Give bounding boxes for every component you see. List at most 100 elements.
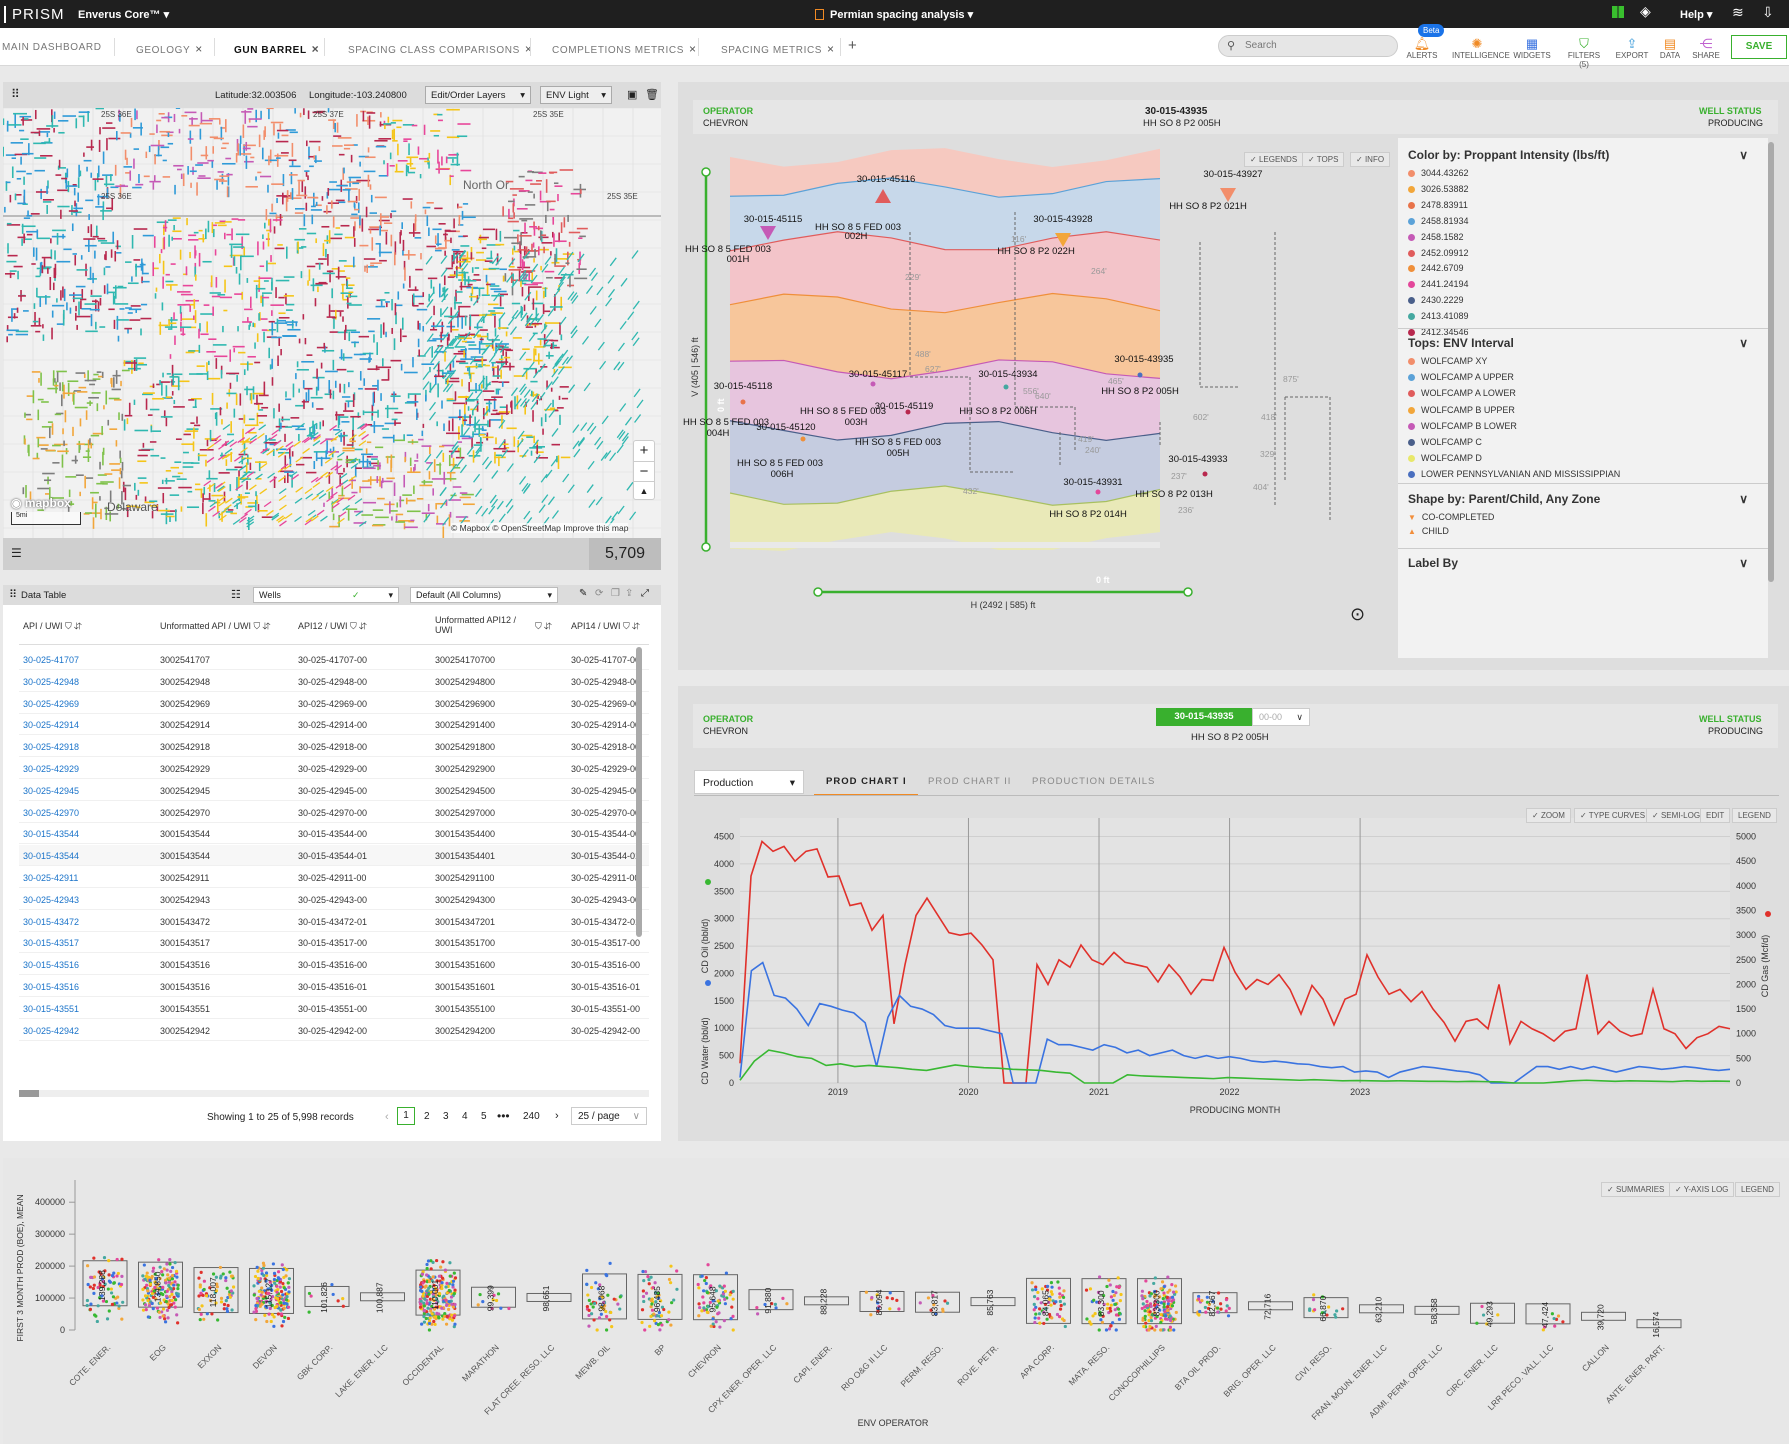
product-switcher[interactable]: Enverus Core™ ▾ bbox=[78, 9, 170, 21]
add-tab-button[interactable]: + bbox=[848, 37, 857, 54]
legend-top-item[interactable]: WOLFCAMP D bbox=[1408, 451, 1482, 465]
list-icon[interactable]: ☰ bbox=[11, 546, 22, 560]
filter-icon[interactable]: ⛉ bbox=[350, 621, 357, 631]
col-header-api-uwi[interactable]: API / UWI ⛉ ⇵ bbox=[23, 621, 83, 631]
close-icon[interactable]: × bbox=[688, 42, 697, 56]
map-style-dropdown[interactable]: ENV Light ▾ bbox=[540, 86, 612, 104]
col-header-sort-icons[interactable]: ⛉ ⇵ bbox=[535, 621, 553, 631]
legend-top-item[interactable]: WOLFCAMP A UPPER bbox=[1408, 370, 1514, 384]
box-26[interactable] bbox=[1525, 1303, 1571, 1325]
compass-icon[interactable]: ◈ bbox=[1640, 3, 1651, 19]
layers-icon[interactable]: ≋ bbox=[1732, 4, 1744, 20]
tab-main-dashboard[interactable]: MAIN DASHBOARD bbox=[2, 42, 102, 53]
box-22[interactable] bbox=[1303, 1297, 1349, 1319]
box-9[interactable] bbox=[582, 1273, 627, 1320]
search-box[interactable]: ⚲ Search bbox=[1218, 35, 1398, 57]
share-button[interactable]: ⋲ SHARE bbox=[1684, 36, 1728, 60]
table-row[interactable]: 30-025-41707 3002541707 30-025-41707-00 300… bbox=[19, 649, 649, 670]
map-attribution[interactable]: © Mapbox © OpenStreetMap Improve this ma… bbox=[451, 523, 629, 533]
table-row[interactable]: 30-015-43516 3001543516 30-015-43516-01 300… bbox=[19, 976, 649, 997]
horizontal-scrollbar[interactable] bbox=[19, 1090, 649, 1097]
table-row[interactable]: 30-025-42943 3002542943 30-025-42943-00 300… bbox=[19, 889, 649, 910]
api-link[interactable]: 30-015-43516 bbox=[23, 960, 80, 971]
tab-geology[interactable]: GEOLOGY × bbox=[136, 42, 203, 56]
box-1[interactable] bbox=[138, 1261, 183, 1308]
box-19[interactable] bbox=[1137, 1278, 1182, 1325]
page-3[interactable]: 3 bbox=[443, 1111, 449, 1122]
trash-icon[interactable]: 🗑︎ bbox=[645, 89, 659, 101]
table-row[interactable]: 30-015-43516 3001543516 30-015-43516-00 300… bbox=[19, 954, 649, 976]
page-ellipsis[interactable]: ••• bbox=[497, 1109, 510, 1123]
well-marker[interactable] bbox=[1202, 471, 1208, 477]
box-8[interactable] bbox=[526, 1292, 572, 1302]
recenter-icon[interactable]: ⊙ bbox=[1350, 604, 1366, 624]
well-marker[interactable] bbox=[1095, 489, 1101, 495]
h-axis-handle[interactable] bbox=[1183, 587, 1193, 597]
page-2[interactable]: 2 bbox=[424, 1111, 430, 1122]
legend-color-item[interactable]: 2478.83911 bbox=[1408, 198, 1468, 212]
legend-color-item[interactable]: 2412.34546 bbox=[1408, 325, 1469, 339]
table-row[interactable]: 30-025-42911 3002542911 30-025-42911-00 300… bbox=[19, 867, 649, 888]
export-button[interactable]: ⇪ EXPORT bbox=[1610, 36, 1654, 60]
table-row[interactable]: 30-025-42929 3002542929 30-025-42929-00 300… bbox=[19, 758, 649, 779]
legends-toggle[interactable]: ✓ LEGENDS bbox=[1244, 152, 1304, 167]
search-input[interactable]: Search bbox=[1245, 40, 1277, 51]
tops-toggle[interactable]: ✓ TOPS bbox=[1302, 152, 1345, 167]
legend-top-item[interactable]: WOLFCAMP C bbox=[1408, 435, 1482, 449]
box-10[interactable] bbox=[637, 1273, 683, 1320]
v-axis-handle[interactable] bbox=[701, 542, 711, 552]
drag-handle-icon[interactable]: ⠿ bbox=[9, 589, 18, 601]
api-link[interactable]: 30-025-42914 bbox=[23, 720, 80, 731]
compass-north-button[interactable]: ▲ bbox=[634, 481, 654, 499]
grid-apps-icon[interactable] bbox=[1612, 6, 1624, 18]
semi-log-toggle[interactable]: ✓ SEMI-LOG bbox=[1646, 808, 1707, 823]
label-by-title[interactable]: Label By ∨ bbox=[1408, 556, 1748, 570]
table-row[interactable]: 30-025-42969 3002542969 30-025-42969-00 300… bbox=[19, 693, 649, 714]
table-row[interactable]: 30-015-43544 3001543544 30-015-43544-01 300… bbox=[19, 845, 649, 867]
box-2[interactable] bbox=[193, 1267, 239, 1314]
data-button[interactable]: ▤ DATA bbox=[1648, 36, 1692, 60]
columns-dropdown[interactable]: Default (All Columns) ▾ bbox=[410, 587, 558, 603]
close-icon[interactable]: × bbox=[195, 42, 203, 56]
page-4[interactable]: 4 bbox=[462, 1111, 468, 1122]
edit-layers-dropdown[interactable]: Edit/Order Layers ▾ bbox=[425, 86, 531, 104]
co-completed-well-marker[interactable] bbox=[760, 226, 776, 240]
zoom-in-button[interactable]: + bbox=[639, 442, 649, 459]
col-header-unformatted-api12[interactable]: Unformatted API12 / UWI bbox=[435, 615, 517, 635]
api-link[interactable]: 30-015-43472 bbox=[23, 916, 80, 927]
api-link[interactable]: 30-015-43544 bbox=[23, 851, 80, 862]
project-selector[interactable]: Permian spacing analysis ▾ bbox=[815, 8, 973, 21]
zoom-toggle[interactable]: ✓ ZOOM bbox=[1526, 808, 1571, 823]
page-5[interactable]: 5 bbox=[481, 1111, 487, 1122]
table-row[interactable]: 30-025-42970 3002542970 30-025-42970-00 300… bbox=[19, 802, 649, 823]
save-button[interactable]: SAVE bbox=[1731, 35, 1787, 59]
box-15[interactable] bbox=[915, 1291, 960, 1313]
table-row[interactable]: 30-025-42948 3002542948 30-025-42948-00 300… bbox=[19, 671, 649, 692]
alerts-button[interactable]: 🔔︎ ALERTS bbox=[1400, 36, 1444, 60]
co-completed-well-marker[interactable] bbox=[1055, 233, 1071, 247]
tab-prod-chart-2[interactable]: PROD CHART II bbox=[928, 776, 1012, 787]
refresh-icon[interactable]: ⟳ bbox=[595, 588, 604, 599]
page-size-dropdown[interactable]: 25 / page ∨ bbox=[571, 1107, 647, 1125]
api-link[interactable]: 30-015-43517 bbox=[23, 938, 80, 949]
table-row[interactable]: 30-015-43551 3001543551 30-015-43551-00 300… bbox=[19, 998, 649, 1019]
api-link[interactable]: 30-025-42970 bbox=[23, 807, 80, 818]
help-menu[interactable]: Help ▾ bbox=[1680, 9, 1713, 21]
child-well-marker[interactable] bbox=[875, 189, 891, 203]
table-row[interactable]: 30-015-43544 3001543544 30-015-43544-00 300… bbox=[19, 823, 649, 845]
type-curves-toggle[interactable]: ✓ TYPE CURVES bbox=[1574, 808, 1652, 823]
legend-scrollbar[interactable] bbox=[1768, 142, 1774, 582]
info-toggle[interactable]: ✓ INFO bbox=[1350, 152, 1391, 167]
edit-icon[interactable]: ✎ bbox=[579, 588, 588, 599]
legend-color-item[interactable]: 2441.24194 bbox=[1408, 277, 1469, 291]
box-25[interactable] bbox=[1470, 1302, 1515, 1324]
api-link[interactable]: 30-025-42943 bbox=[23, 894, 80, 905]
api-link[interactable]: 30-025-42969 bbox=[23, 698, 80, 709]
box-14[interactable] bbox=[859, 1290, 905, 1312]
edit-toggle[interactable]: EDIT bbox=[1700, 808, 1731, 823]
box-20[interactable] bbox=[1192, 1292, 1238, 1314]
col-header-api12[interactable]: API12 / UWI ⛉ ⇵ bbox=[298, 621, 368, 631]
legend-top-item[interactable]: WOLFCAMP B UPPER bbox=[1408, 403, 1515, 417]
api-link[interactable]: 30-025-41707 bbox=[23, 655, 80, 665]
